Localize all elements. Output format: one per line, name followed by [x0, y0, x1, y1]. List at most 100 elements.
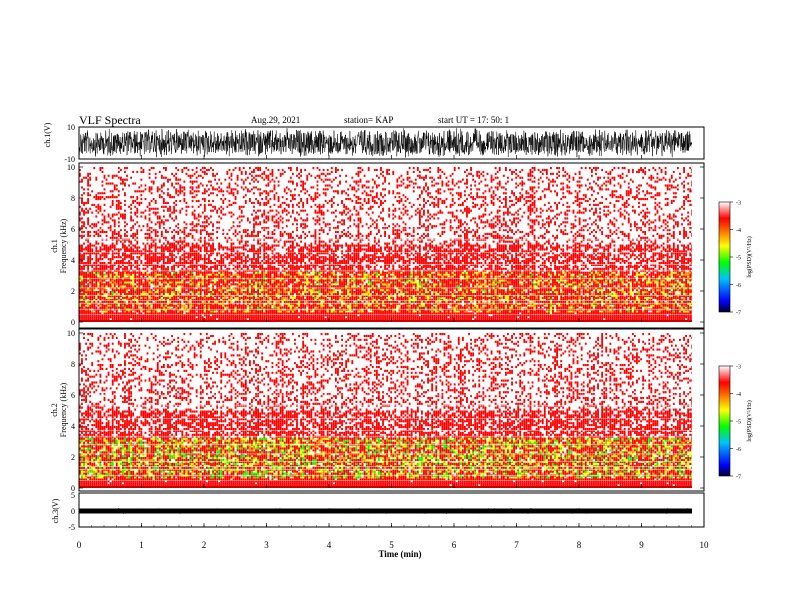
spectrogram-cell	[291, 302, 294, 305]
spectrogram-cell	[267, 192, 270, 195]
spectrogram-cell	[126, 167, 128, 170]
spectrogram-cell	[148, 289, 151, 292]
spectrogram-cell	[97, 279, 100, 282]
spectrogram-cell	[107, 196, 110, 199]
spectrogram-cell	[175, 296, 178, 299]
spectrogram-cell	[171, 265, 173, 268]
spectrogram-cell	[148, 252, 151, 255]
spectrogram-cell	[124, 267, 126, 270]
spectrogram-cell	[291, 258, 294, 261]
spectrogram-cell	[187, 275, 190, 278]
spectrogram-cell	[308, 300, 311, 303]
spectrogram-cell	[232, 310, 235, 313]
spectrogram-cell	[105, 300, 108, 303]
spectrogram-cell	[124, 294, 126, 298]
spectrogram-cell	[230, 188, 233, 191]
spectrogram-cell	[113, 244, 116, 247]
spectrogram-cell	[115, 240, 118, 243]
spectrogram-cell	[89, 172, 92, 175]
spectrogram-cell	[103, 312, 106, 315]
spectrogram-cell	[263, 244, 266, 247]
spectrogram-cell	[111, 213, 114, 216]
spectrogram-cell	[273, 180, 276, 183]
spectrogram-cell	[281, 292, 284, 296]
spectrogram-cell	[234, 188, 237, 191]
spectrogram-cell	[195, 229, 198, 232]
spectrogram-cell	[230, 192, 233, 195]
spectrogram-cell	[257, 304, 260, 307]
spectrogram-cell	[238, 287, 241, 290]
spectrogram-cell	[128, 240, 130, 243]
spectrogram-cell	[171, 242, 173, 245]
spectrogram-cell	[91, 281, 94, 284]
spectrogram-cell	[99, 298, 102, 301]
spectrogram-cell	[287, 310, 290, 313]
spectrogram-cell	[216, 275, 219, 278]
spectrogram-cell	[130, 294, 133, 298]
spectrogram-cell	[259, 168, 262, 172]
spectrogram-cell	[165, 294, 167, 298]
spectrogram-cell	[191, 263, 194, 267]
spectrogram-cell	[208, 316, 210, 319]
spectrogram-cell	[287, 219, 290, 222]
spectrogram-cell	[306, 296, 309, 299]
spectrogram-cell	[165, 256, 167, 259]
spectrogram-cell	[246, 302, 249, 305]
spectrogram-cell	[173, 258, 176, 261]
spectrogram-cell	[167, 209, 169, 212]
spectrogram-cell	[296, 223, 298, 226]
spectrogram-cell	[128, 271, 130, 274]
spectrogram-cell	[255, 279, 257, 282]
spectrogram-cell	[244, 310, 247, 313]
spectrogram-cell	[185, 260, 188, 263]
spectrogram-cell	[304, 182, 307, 185]
spectrogram-cell	[171, 182, 173, 185]
spectrogram-cell	[191, 223, 194, 226]
spectrogram-cell	[146, 283, 149, 286]
spectrogram-cell	[146, 300, 149, 303]
spectrogram-cell	[255, 198, 257, 201]
spectrogram-cell	[304, 289, 307, 292]
spectrogram-cell	[122, 242, 124, 245]
spectrogram-cell	[208, 234, 210, 237]
spectrogram-cell	[124, 300, 126, 303]
spectrogram-cell	[238, 261, 241, 265]
spectrogram-cell	[111, 316, 114, 319]
spectrogram-cell	[193, 265, 196, 268]
spectrogram-cell	[179, 199, 182, 203]
spectrogram-cell	[302, 184, 305, 187]
spectrogram-cell	[251, 232, 253, 236]
spectrogram-cell	[193, 279, 196, 282]
spectrogram-cell	[246, 314, 249, 317]
spectrogram-cell	[283, 310, 286, 313]
spectrogram-cell	[128, 302, 130, 305]
spectrogram-cell	[148, 229, 151, 232]
spectrogram-cell	[236, 261, 239, 265]
spectrogram-cell	[302, 306, 305, 309]
spectrogram-cell	[224, 285, 227, 288]
spectrogram-cell	[193, 217, 196, 220]
spectrogram-cell	[122, 316, 124, 319]
spectrogram-cell	[138, 292, 141, 296]
spectrogram-cell	[160, 176, 163, 179]
spectrogram-cell	[203, 229, 206, 232]
spectrogram-cell	[136, 306, 139, 309]
spectrogram-cell	[128, 310, 130, 313]
spectrogram-cell	[283, 275, 286, 278]
spectrogram-cell	[83, 213, 85, 216]
spectrogram-cell	[291, 316, 294, 319]
spectrogram-cell	[197, 314, 200, 317]
spectrogram-cell	[189, 180, 192, 183]
spectrogram-cell	[79, 263, 81, 267]
spectrogram-cell	[203, 240, 206, 243]
spectrogram-cell	[173, 196, 176, 199]
spectrogram-cell	[179, 188, 182, 191]
spectrogram-cell	[296, 316, 298, 319]
spectrogram-cell	[162, 227, 165, 230]
spectrogram-cell	[193, 316, 196, 319]
spectrogram-cell	[306, 201, 309, 205]
spectrogram-cell	[218, 291, 221, 294]
spectrogram-cell	[244, 294, 247, 298]
spectrogram-cell	[240, 252, 243, 255]
spectrogram-cell	[263, 242, 266, 245]
